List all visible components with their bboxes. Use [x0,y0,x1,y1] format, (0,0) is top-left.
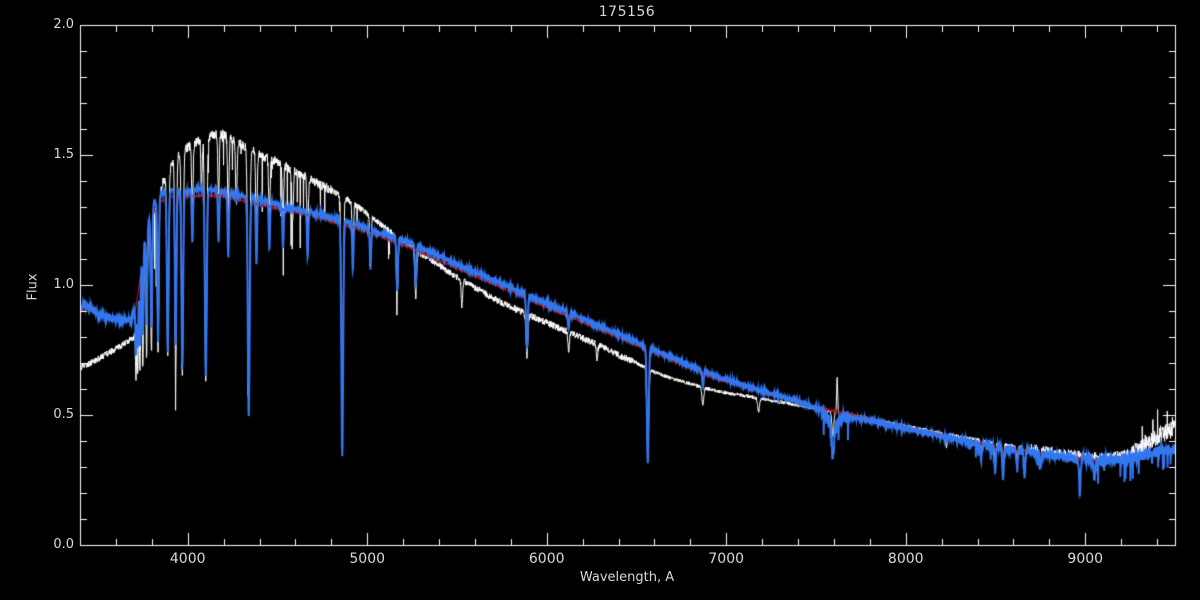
y-tick-label: 1.0 [53,277,74,292]
y-tick-label: 0.0 [53,537,74,552]
x-tick-label: 9000 [1067,551,1104,567]
x-tick-label: 5000 [349,551,386,567]
y-tick-label: 2.0 [53,17,74,32]
y-tick-label: 0.5 [53,407,74,422]
y-tick-label: 1.5 [53,147,74,162]
x-tick-label: 8000 [887,551,924,567]
x-tick-label: 6000 [528,551,565,567]
x-axis-label: Wavelength, A [579,570,675,585]
plot-title: 175156 [598,4,656,20]
x-tick-label: 4000 [169,551,206,567]
x-tick-label: 7000 [708,551,745,567]
